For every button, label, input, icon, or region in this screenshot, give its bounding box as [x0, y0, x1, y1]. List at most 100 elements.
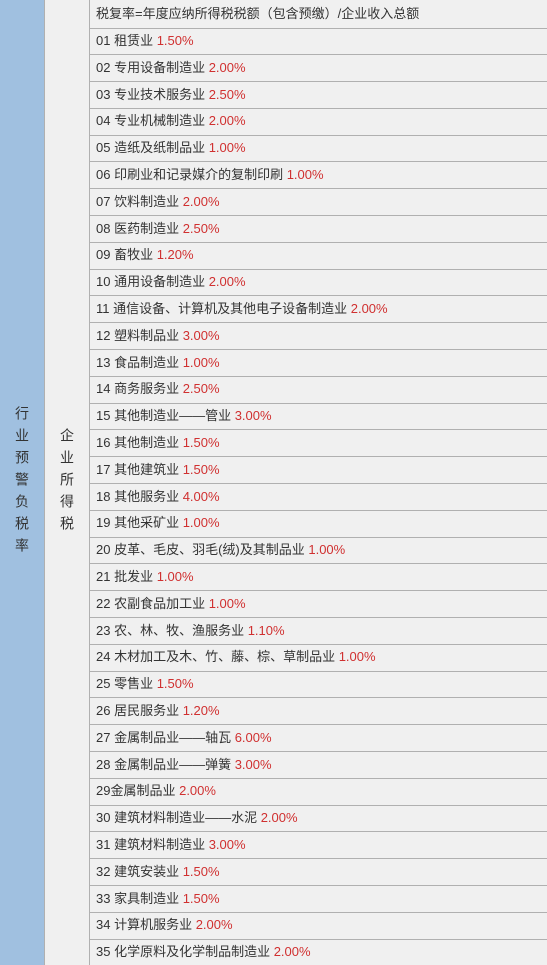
tax-rate: 2.00%: [261, 810, 298, 825]
table-row: 29金属制品业 2.00%: [90, 779, 547, 806]
industry-label: 租赁业: [110, 33, 156, 48]
tax-rate: 1.50%: [183, 891, 220, 906]
row-number: 11: [96, 301, 110, 316]
industry-label: 木材加工及木、竹、藤、棕、草制品业: [110, 649, 338, 664]
industry-label: 金属制品业: [110, 783, 179, 798]
tax-rate: 4.00%: [183, 489, 220, 504]
tax-rate: 2.00%: [209, 60, 246, 75]
tax-rate: 1.00%: [183, 355, 220, 370]
industry-label: 化学原料及化学制品制造业: [110, 944, 273, 959]
table-row: 23 农、林、牧、渔服务业 1.10%: [90, 618, 547, 645]
tax-rate: 1.00%: [287, 167, 324, 182]
tax-rate: 6.00%: [235, 730, 272, 745]
industry-label: 造纸及纸制品业: [110, 140, 208, 155]
tax-rate: 3.00%: [183, 328, 220, 343]
tax-rate: 1.00%: [183, 515, 220, 530]
tax-rate-table: 行业预警负税率 企业所得税 税复率=年度应纳所得税税额（包含预缴）/企业收入总额…: [0, 0, 547, 965]
formula-header: 税复率=年度应纳所得税税额（包含预缴）/企业收入总额: [90, 0, 547, 29]
tax-rate: 2.00%: [183, 194, 220, 209]
tax-rate: 2.50%: [183, 221, 220, 236]
row-number: 29: [96, 783, 110, 798]
industry-label: 塑料制品业: [110, 328, 182, 343]
table-row: 11 通信设备、计算机及其他电子设备制造业 2.00%: [90, 296, 547, 323]
row-number: 08: [96, 221, 110, 236]
industry-label: 专业机械制造业: [110, 113, 208, 128]
tax-rate: 1.50%: [183, 462, 220, 477]
left-category-column: 行业预警负税率: [0, 0, 45, 965]
table-row: 17 其他建筑业 1.50%: [90, 457, 547, 484]
row-number: 28: [96, 757, 110, 772]
table-row: 34 计算机服务业 2.00%: [90, 913, 547, 940]
industry-label: 通用设备制造业: [110, 274, 208, 289]
table-row: 13 食品制造业 1.00%: [90, 350, 547, 377]
table-row: 16 其他制造业 1.50%: [90, 430, 547, 457]
tax-rate: 2.00%: [209, 113, 246, 128]
industry-label: 商务服务业: [110, 381, 182, 396]
table-row: 08 医药制造业 2.50%: [90, 216, 547, 243]
tax-rate: 1.00%: [308, 542, 345, 557]
row-number: 02: [96, 60, 110, 75]
industry-label: 印刷业和记录媒介的复制印刷: [110, 167, 286, 182]
industry-label: 通信设备、计算机及其他电子设备制造业: [110, 301, 351, 316]
row-number: 13: [96, 355, 110, 370]
industry-label: 饮料制造业: [110, 194, 182, 209]
table-row: 15 其他制造业——管业 3.00%: [90, 404, 547, 431]
industry-label: 食品制造业: [110, 355, 182, 370]
industry-label: 建筑材料制造业: [110, 837, 208, 852]
tax-rate: 1.00%: [339, 649, 376, 664]
table-row: 27 金属制品业——轴瓦 6.00%: [90, 725, 547, 752]
table-row: 04 专业机械制造业 2.00%: [90, 109, 547, 136]
tax-rate: 1.20%: [183, 703, 220, 718]
row-number: 01: [96, 33, 110, 48]
row-number: 10: [96, 274, 110, 289]
row-number: 23: [96, 623, 110, 638]
tax-rate: 1.50%: [157, 33, 194, 48]
tax-rate: 1.00%: [157, 569, 194, 584]
tax-rate: 1.50%: [183, 864, 220, 879]
table-row: 31 建筑材料制造业 3.00%: [90, 832, 547, 859]
table-row: 07 饮料制造业 2.00%: [90, 189, 547, 216]
industry-label: 医药制造业: [110, 221, 182, 236]
row-number: 19: [96, 515, 110, 530]
industry-label: 建筑材料制造业——水泥: [110, 810, 260, 825]
table-row: 20 皮革、毛皮、羽毛(绒)及其制品业 1.00%: [90, 538, 547, 565]
table-row: 01 租赁业 1.50%: [90, 29, 547, 56]
industry-label: 零售业: [110, 676, 156, 691]
row-number: 33: [96, 891, 110, 906]
row-number: 30: [96, 810, 110, 825]
row-number: 15: [96, 408, 110, 423]
industry-label: 其他制造业——管业: [110, 408, 234, 423]
tax-rate: 2.50%: [209, 87, 246, 102]
tax-rate: 1.10%: [248, 623, 285, 638]
table-row: 25 零售业 1.50%: [90, 672, 547, 699]
table-row: 09 畜牧业 1.20%: [90, 243, 547, 270]
row-number: 17: [96, 462, 110, 477]
row-number: 21: [96, 569, 110, 584]
tax-rate: 3.00%: [235, 757, 272, 772]
row-number: 07: [96, 194, 110, 209]
row-number: 09: [96, 247, 110, 262]
row-number: 34: [96, 917, 110, 932]
row-number: 26: [96, 703, 110, 718]
tax-rate: 2.50%: [183, 381, 220, 396]
industry-label: 计算机服务业: [110, 917, 195, 932]
industry-label: 皮革、毛皮、羽毛(绒)及其制品业: [110, 542, 308, 557]
row-number: 32: [96, 864, 110, 879]
tax-rate: 2.00%: [209, 274, 246, 289]
table-row: 03 专业技术服务业 2.50%: [90, 82, 547, 109]
row-number: 16: [96, 435, 110, 450]
industry-label: 居民服务业: [110, 703, 182, 718]
row-number: 04: [96, 113, 110, 128]
industry-label: 农、林、牧、渔服务业: [110, 623, 247, 638]
tax-rate: 1.00%: [209, 140, 246, 155]
industry-label: 家具制造业: [110, 891, 182, 906]
industry-label: 其他建筑业: [110, 462, 182, 477]
row-number: 20: [96, 542, 110, 557]
table-row: 30 建筑材料制造业——水泥 2.00%: [90, 806, 547, 833]
tax-rate: 2.00%: [274, 944, 311, 959]
row-number: 35: [96, 944, 110, 959]
tax-rate: 1.00%: [209, 596, 246, 611]
row-number: 06: [96, 167, 110, 182]
table-row: 19 其他采矿业 1.00%: [90, 511, 547, 538]
table-row: 28 金属制品业——弹簧 3.00%: [90, 752, 547, 779]
